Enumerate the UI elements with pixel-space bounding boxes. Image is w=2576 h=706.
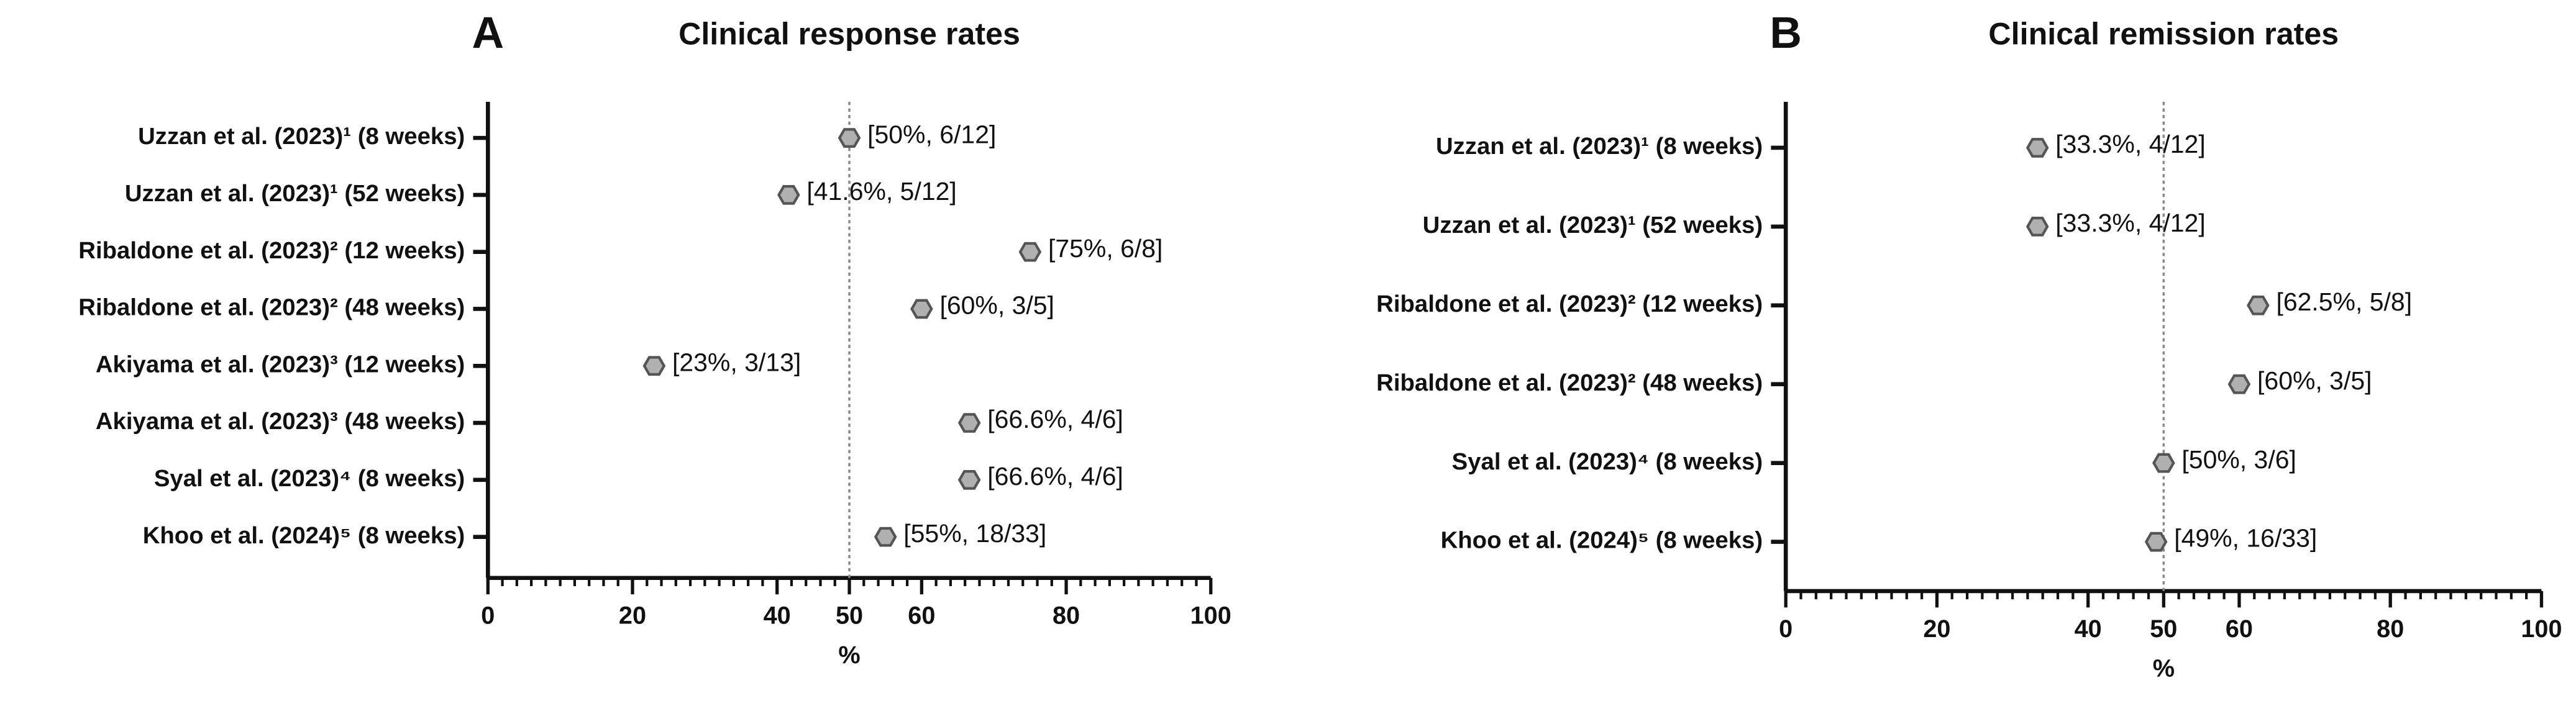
value-label: [62.5%, 5/8] [2276, 287, 2412, 316]
y-tick-label: Ribaldone et al. (2023)² (48 weeks) [78, 294, 465, 321]
value-label: [75%, 6/8] [1048, 234, 1162, 263]
value-label: [55%, 18/33] [903, 519, 1046, 548]
y-tick-label: Akiyama et al. (2023)³ (48 weeks) [96, 408, 465, 435]
value-label: [23%, 3/13] [672, 348, 801, 376]
x-tick-label: 80 [1053, 602, 1080, 630]
x-tick-label: 0 [1779, 615, 1793, 643]
value-label: [60%, 3/5] [939, 291, 1054, 320]
chart-title: Clinical remission rates [1988, 16, 2339, 51]
dot [777, 185, 800, 205]
y-tick-label: Syal et al. (2023)⁴ (8 weeks) [1452, 448, 1763, 475]
y-tick-label: Ribaldone et al. (2023)² (12 weeks) [78, 237, 465, 264]
x-tick-label: 0 [481, 602, 495, 630]
value-label: [50%, 6/12] [867, 120, 996, 148]
x-tick-label: 20 [619, 602, 646, 630]
value-label: [50%, 3/6] [2181, 445, 2296, 474]
dot [2227, 374, 2251, 394]
chart-title: Clinical response rates [678, 16, 1020, 51]
dot [2026, 217, 2049, 237]
y-tick-label: Uzzan et al. (2023)¹ (8 weeks) [138, 123, 465, 150]
x-axis-label: % [838, 641, 860, 669]
y-tick-label: Uzzan et al. (2023)¹ (52 weeks) [125, 180, 465, 207]
x-axis-label: % [2153, 654, 2175, 682]
x-tick-label: 100 [1190, 602, 1231, 630]
dot [642, 356, 666, 376]
x-tick-label: 100 [2521, 615, 2562, 643]
value-label: [33.3%, 4/12] [2055, 209, 2205, 237]
dot [2152, 453, 2175, 473]
x-tick-label: 20 [1923, 615, 1950, 643]
value-label: [41.6%, 5/12] [806, 177, 956, 206]
dot [957, 413, 981, 433]
dot [874, 527, 897, 547]
y-tick-label: Uzzan et al. (2023)¹ (52 weeks) [1423, 212, 1763, 238]
y-tick-label: Uzzan et al. (2023)¹ (8 weeks) [1436, 133, 1763, 160]
y-tick-label: Ribaldone et al. (2023)² (12 weeks) [1376, 291, 1763, 317]
y-tick-label: Khoo et al. (2024)⁵ (8 weeks) [1441, 527, 1763, 554]
value-label: [49%, 16/33] [2174, 524, 2317, 553]
x-tick-label: 60 [908, 602, 935, 630]
x-tick-label: 60 [2226, 615, 2253, 643]
dot [2144, 532, 2168, 552]
y-tick-label: Syal et al. (2023)⁴ (8 weeks) [154, 465, 465, 492]
dot [2247, 295, 2270, 315]
dot [910, 299, 933, 319]
x-tick-label: 80 [2377, 615, 2404, 643]
y-tick-label: Akiyama et al. (2023)³ (12 weeks) [96, 351, 465, 378]
dot [957, 470, 981, 490]
x-tick-label: 40 [2075, 615, 2102, 643]
x-tick-label: 50 [2150, 615, 2177, 643]
panel-letter: A [472, 8, 505, 58]
dot [2026, 138, 2049, 158]
value-label: [60%, 3/5] [2257, 366, 2372, 395]
x-tick-label: 50 [836, 602, 863, 630]
value-label: [66.6%, 4/6] [987, 462, 1123, 491]
x-tick-label: 40 [764, 602, 791, 630]
y-tick-label: Khoo et al. (2024)⁵ (8 weeks) [143, 522, 465, 549]
panel-letter: B [1770, 8, 1802, 58]
value-label: [66.6%, 4/6] [987, 405, 1123, 433]
value-label: [33.3%, 4/12] [2055, 130, 2205, 158]
y-tick-label: Ribaldone et al. (2023)² (48 weeks) [1376, 369, 1763, 396]
dot [1018, 242, 1042, 262]
dot [838, 128, 861, 148]
